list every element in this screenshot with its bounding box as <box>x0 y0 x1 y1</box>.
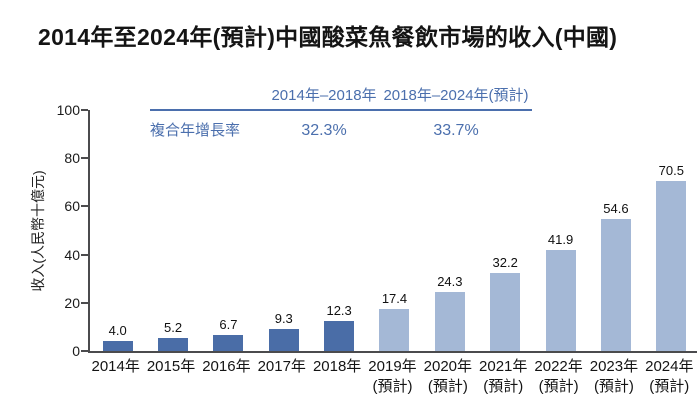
bar-column: 54.6 <box>588 201 643 351</box>
y-tick-mark <box>81 301 88 304</box>
bar <box>656 181 687 351</box>
y-tick-label: 20 <box>64 294 80 311</box>
x-axis-label-year: 2016年 <box>202 358 251 375</box>
cagr-value-2: 33.7% <box>433 122 479 139</box>
bar-value-label: 41.9 <box>547 232 574 248</box>
x-axis-label: 2021年 (預計) <box>476 357 531 397</box>
bar-value-label: 5.2 <box>164 320 183 336</box>
y-tick-mark <box>81 109 88 111</box>
bar-column: 9.3 <box>256 311 311 351</box>
x-axis-label: 2022年 (預計) <box>531 357 586 397</box>
bar <box>268 328 299 351</box>
y-tick-label: 100 <box>56 102 80 118</box>
x-axis-label-year: 2021年 <box>479 358 528 375</box>
cagr-period-1: 2014年–2018年 <box>271 87 377 104</box>
x-axis-label: 2016年 <box>199 357 254 377</box>
bar <box>545 250 576 351</box>
x-axis-label: 2015年 <box>143 357 198 377</box>
bar-column: 32.2 <box>478 255 533 351</box>
x-axis-label: 2020年 (預計) <box>420 357 475 397</box>
bar <box>434 292 465 351</box>
x-axis-label-year: 2017年 <box>257 358 306 375</box>
x-axis-label-forecast: (預計) <box>372 378 413 395</box>
x-axis-label-year: 2018年 <box>312 358 362 375</box>
x-axis-label-year: 2023年 <box>589 358 639 375</box>
x-axis-label-year: 2015年 <box>146 358 196 375</box>
bar-column: 12.3 <box>311 303 366 351</box>
y-axis-title: 收入(人民幣十億元) <box>30 170 46 292</box>
bar-value-label: 12.3 <box>326 303 352 319</box>
y-tick-mark <box>81 205 88 208</box>
x-axis-label: 2018年 <box>309 357 364 377</box>
cagr-table: 2014年–2018年 2018年–2024年(預計) 複合年增長率 32.3%… <box>150 84 532 140</box>
x-axis-label: 2017年 <box>254 357 309 377</box>
x-axis-label-year: 2022年 <box>534 358 583 375</box>
cagr-value-1: 32.3% <box>301 122 347 139</box>
bar-column: 24.3 <box>422 274 477 351</box>
x-axis-label-year: 2014年 <box>91 358 140 375</box>
bar-value-label: 4.0 <box>108 323 127 339</box>
cagr-value-row: 複合年增長率 32.3% 33.7% <box>150 119 532 140</box>
y-tick-mark <box>81 350 88 352</box>
cagr-divider-line <box>150 109 532 111</box>
x-axis-label-forecast: (預計) <box>427 378 468 395</box>
bar-value-label: 32.2 <box>492 255 518 271</box>
plot-area: 0 20 40 60 80 100 4.0 5.2 6.7 9.3 12.3 17.4 24.3 32.2… <box>57 102 699 359</box>
x-axis-label-forecast: (預計) <box>593 378 634 395</box>
x-axis-label-year: 2020年 <box>423 358 473 375</box>
bar-value-label: 9.3 <box>274 310 293 326</box>
x-axis-label: 2019年 (預計) <box>365 357 420 397</box>
x-axis-label-year: 2019年 <box>368 358 417 375</box>
y-tick-label: 0 <box>72 343 80 359</box>
bar <box>213 334 244 351</box>
bar <box>102 341 133 351</box>
bar-value-label: 6.7 <box>219 316 238 332</box>
x-axis-labels: 2014年 2015年 2016年 2017年 2018年 2019年 (預計) 2020年 (… <box>88 357 697 405</box>
x-axis-label-forecast: (預計) <box>649 378 690 395</box>
bar <box>490 273 521 351</box>
bar <box>324 321 355 351</box>
y-tick-mark <box>81 157 88 160</box>
bar-value-label: 54.6 <box>603 201 629 217</box>
y-tick-label: 40 <box>64 246 80 263</box>
bar-column: 4.0 <box>90 323 145 351</box>
x-axis-label: 2023年 (預計) <box>586 357 641 397</box>
bar-column: 6.7 <box>201 317 256 351</box>
bar-column: 70.5 <box>644 163 699 351</box>
bar-column: 41.9 <box>533 232 588 351</box>
bar <box>379 309 410 351</box>
y-tick-label: 80 <box>64 150 80 167</box>
x-axis-label-year: 2024年 <box>645 358 694 375</box>
y-tick-label: 60 <box>64 198 80 215</box>
page-title: 2014年至2024年(預計)中國酸菜魚餐飲市場的收入(中國) <box>38 24 618 50</box>
bar-value-label: 24.3 <box>437 274 463 290</box>
bar-value-label: 70.5 <box>658 163 684 179</box>
x-axis-label: 2024年 (預計) <box>642 357 697 397</box>
bar-column: 17.4 <box>367 291 422 351</box>
bar-value-label: 17.4 <box>381 291 408 307</box>
bar-column: 5.2 <box>145 320 200 351</box>
cagr-period-2: 2018年–2024年(預計) <box>383 87 529 104</box>
x-axis-label: 2014年 <box>88 357 143 377</box>
y-tick-mark <box>81 253 88 256</box>
bar <box>600 219 631 351</box>
cagr-row-label: 複合年增長率 <box>150 122 241 139</box>
x-axis-label-forecast: (預計) <box>483 378 524 395</box>
cagr-header-row: 2014年–2018年 2018年–2024年(預計) <box>150 84 532 105</box>
x-axis-label-forecast: (預計) <box>538 378 579 395</box>
bar <box>158 338 189 351</box>
